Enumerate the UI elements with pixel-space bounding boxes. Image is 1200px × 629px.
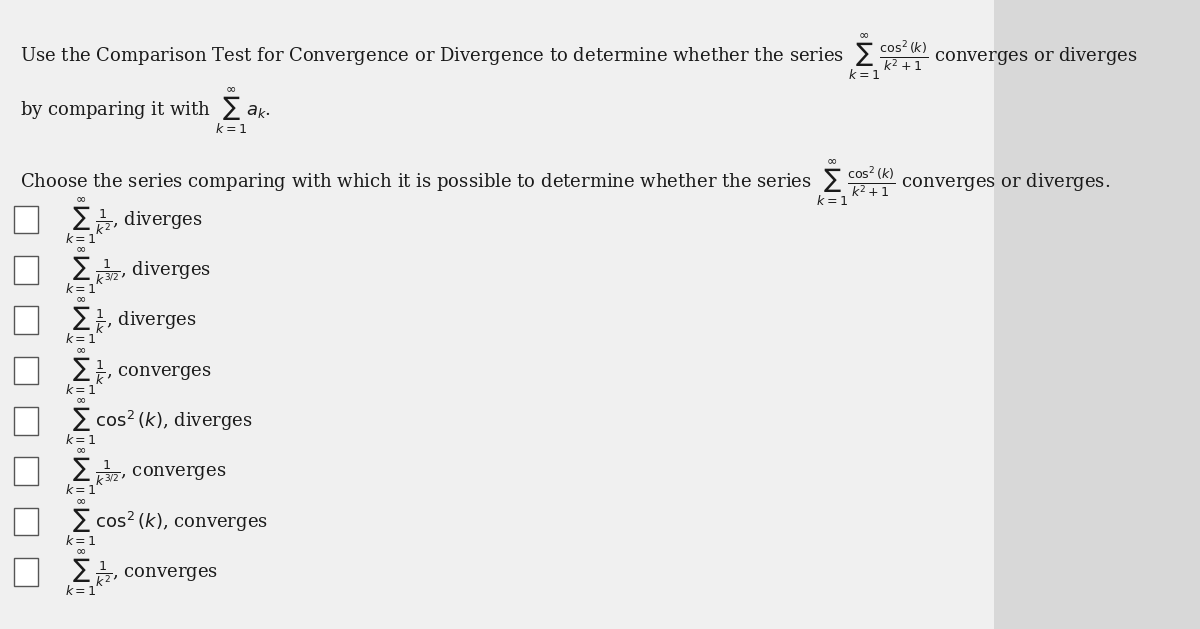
Text: $\sum_{k=1}^{\infty} \frac{1}{k^2}$, converges: $\sum_{k=1}^{\infty} \frac{1}{k^2}$, con… (65, 547, 217, 598)
FancyBboxPatch shape (14, 508, 37, 535)
Text: by comparing it with $\sum_{k=1}^{\infty} a_k$.: by comparing it with $\sum_{k=1}^{\infty… (20, 85, 271, 136)
FancyBboxPatch shape (14, 206, 37, 233)
Text: $\sum_{k=1}^{\infty} \frac{1}{k^{3/2}}$, diverges: $\sum_{k=1}^{\infty} \frac{1}{k^{3/2}}$,… (65, 245, 211, 296)
Text: $\sum_{k=1}^{\infty} \frac{1}{k^{3/2}}$, converges: $\sum_{k=1}^{\infty} \frac{1}{k^{3/2}}$,… (65, 447, 226, 497)
FancyBboxPatch shape (14, 256, 37, 284)
FancyBboxPatch shape (14, 558, 37, 586)
Text: $\sum_{k=1}^{\infty} \cos^2(k)$, converges: $\sum_{k=1}^{\infty} \cos^2(k)$, converg… (65, 497, 268, 547)
FancyBboxPatch shape (14, 357, 37, 384)
Text: Use the Comparison Test for Convergence or Divergence to determine whether the s: Use the Comparison Test for Convergence … (20, 31, 1138, 82)
Text: $\sum_{k=1}^{\infty} \frac{1}{k}$, diverges: $\sum_{k=1}^{\infty} \frac{1}{k}$, diver… (65, 296, 197, 346)
Text: $\sum_{k=1}^{\infty} \frac{1}{k^2}$, diverges: $\sum_{k=1}^{\infty} \frac{1}{k^2}$, div… (65, 195, 203, 245)
Text: Choose the series comparing with which it is possible to determine whether the s: Choose the series comparing with which i… (20, 157, 1110, 208)
FancyBboxPatch shape (14, 407, 37, 435)
FancyBboxPatch shape (14, 457, 37, 485)
FancyBboxPatch shape (0, 0, 994, 629)
FancyBboxPatch shape (14, 306, 37, 334)
Text: $\sum_{k=1}^{\infty} \frac{1}{k}$, converges: $\sum_{k=1}^{\infty} \frac{1}{k}$, conve… (65, 346, 211, 396)
Text: $\sum_{k=1}^{\infty} \cos^2(k)$, diverges: $\sum_{k=1}^{\infty} \cos^2(k)$, diverge… (65, 396, 252, 447)
